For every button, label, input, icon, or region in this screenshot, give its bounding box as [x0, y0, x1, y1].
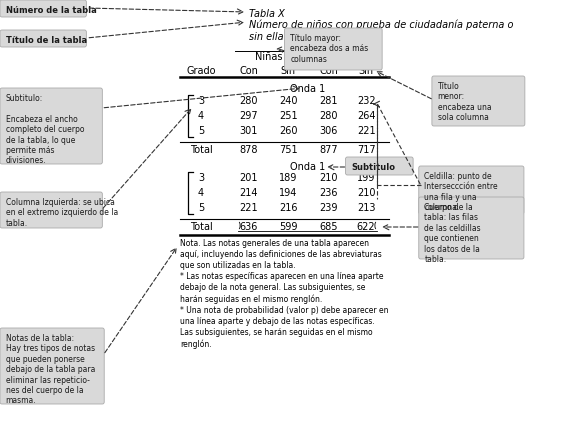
Text: Niños: Niños	[334, 52, 361, 62]
Text: 751: 751	[279, 145, 297, 155]
Text: 877: 877	[319, 145, 338, 155]
Text: 3: 3	[198, 96, 204, 106]
Text: Con: Con	[319, 66, 338, 76]
Text: 301: 301	[239, 126, 258, 136]
Text: Número de la tabla: Número de la tabla	[6, 6, 97, 15]
Text: Tabla X: Tabla X	[249, 9, 284, 19]
Text: Cuerpo de la
tabla: las filas
de las celdillas
que contienen
los datos de la
tab: Cuerpo de la tabla: las filas de las cel…	[424, 203, 481, 264]
FancyBboxPatch shape	[0, 30, 87, 47]
Text: Subtitulo:

Encabeza el ancho
completo del cuerpo
de la tabla, lo que
permite má: Subtitulo: Encabeza el ancho completo de…	[6, 94, 84, 165]
Text: 636: 636	[239, 222, 258, 232]
Text: Título de la tabla: Título de la tabla	[6, 36, 87, 45]
Text: 717: 717	[357, 145, 375, 155]
Text: Número de niños con prueba de ciudadanía paterna o
sin ella: Número de niños con prueba de ciudadanía…	[249, 19, 513, 42]
Text: Total: Total	[189, 145, 212, 155]
Text: 201: 201	[239, 173, 258, 183]
Text: Notas de la tabla:
Hay tres tipos de notas
que pueden ponerse
debajo de la tabla: Notas de la tabla: Hay tres tipos de not…	[6, 334, 95, 405]
Text: 5: 5	[198, 126, 204, 136]
Text: 210: 210	[319, 173, 338, 183]
Text: 240: 240	[279, 96, 297, 106]
Text: 297: 297	[239, 111, 258, 121]
FancyBboxPatch shape	[0, 328, 104, 404]
Text: 280: 280	[319, 111, 338, 121]
Text: Título mayor:
encabeza dos a más
columnas: Título mayor: encabeza dos a más columna…	[290, 34, 368, 64]
Text: 306: 306	[319, 126, 338, 136]
Text: 221: 221	[239, 203, 258, 213]
Text: 4: 4	[198, 188, 204, 198]
Text: 189: 189	[279, 173, 297, 183]
Text: Onda 1: Onda 1	[290, 162, 325, 172]
Text: Nota. Las notas generales de una tabla aparecen
aquí, incluyendo las definicione: Nota. Las notas generales de una tabla a…	[180, 239, 389, 349]
Text: 213: 213	[357, 203, 375, 213]
Text: 194: 194	[279, 188, 297, 198]
Text: 878: 878	[239, 145, 258, 155]
Text: Niñas: Niñas	[255, 52, 282, 62]
Text: 264: 264	[357, 111, 375, 121]
Text: 210: 210	[357, 188, 375, 198]
Text: 251: 251	[279, 111, 297, 121]
Text: Celdilla: punto de
Interseccción entre
una fila y una
columna.: Celdilla: punto de Interseccción entre u…	[424, 172, 498, 212]
Text: 281: 281	[319, 96, 338, 106]
Text: Grado: Grado	[186, 66, 216, 76]
FancyBboxPatch shape	[346, 157, 413, 175]
Text: Total: Total	[189, 222, 212, 232]
FancyBboxPatch shape	[419, 166, 524, 214]
Text: 260: 260	[279, 126, 297, 136]
Text: 239: 239	[319, 203, 338, 213]
Text: Onda 1: Onda 1	[290, 84, 325, 94]
Text: 622: 622	[357, 222, 375, 232]
Text: 599: 599	[279, 222, 297, 232]
FancyBboxPatch shape	[432, 76, 525, 126]
Text: 280: 280	[239, 96, 258, 106]
Text: 232: 232	[357, 96, 375, 106]
Text: Columna Izquierda: se ubica
en el extremo izquierdo de la
tabla.: Columna Izquierda: se ubica en el extrem…	[6, 198, 118, 228]
Text: 236: 236	[319, 188, 338, 198]
Text: 221: 221	[357, 126, 375, 136]
Text: 214: 214	[239, 188, 258, 198]
Text: 216: 216	[279, 203, 297, 213]
Text: 199: 199	[357, 173, 375, 183]
Text: Subtitulo: Subtitulo	[351, 163, 395, 172]
FancyBboxPatch shape	[0, 88, 102, 164]
Text: Título
menor:
encabeza una
sola columna: Título menor: encabeza una sola columna	[438, 82, 491, 122]
Text: 4: 4	[198, 111, 204, 121]
Text: 3: 3	[198, 173, 204, 183]
Text: 685: 685	[319, 222, 338, 232]
FancyBboxPatch shape	[419, 197, 524, 259]
FancyBboxPatch shape	[0, 192, 102, 228]
FancyBboxPatch shape	[0, 0, 87, 17]
Text: Sin: Sin	[359, 66, 374, 76]
Text: 5: 5	[198, 203, 204, 213]
FancyBboxPatch shape	[284, 28, 382, 70]
Text: Sin: Sin	[280, 66, 296, 76]
Text: Con: Con	[239, 66, 259, 76]
